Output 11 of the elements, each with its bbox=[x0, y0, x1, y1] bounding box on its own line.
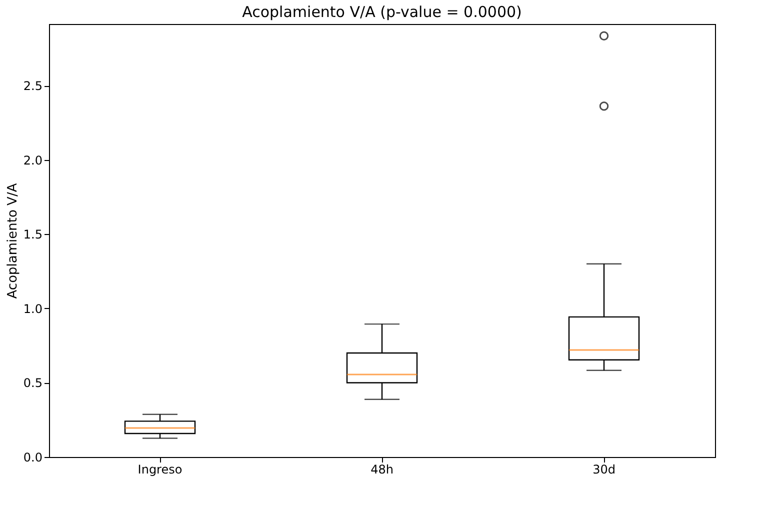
chart-title: Acoplamiento V/A (p-value = 0.0000) bbox=[242, 3, 522, 21]
y-tick-label: 0.5 bbox=[23, 376, 42, 390]
y-tick-label: 1.5 bbox=[23, 228, 42, 242]
x-tick-label: 48h bbox=[370, 462, 394, 476]
y-tick-label: 2.0 bbox=[23, 153, 42, 168]
y-tick-label: 1.0 bbox=[23, 302, 42, 316]
x-tick-label: Ingreso bbox=[138, 462, 182, 476]
y-axis-title: Acoplamiento V/A bbox=[5, 183, 20, 299]
y-tick-label: 0.0 bbox=[23, 450, 42, 464]
y-tick-label: 2.5 bbox=[23, 79, 42, 94]
x-tick-label: 30d bbox=[592, 462, 616, 476]
